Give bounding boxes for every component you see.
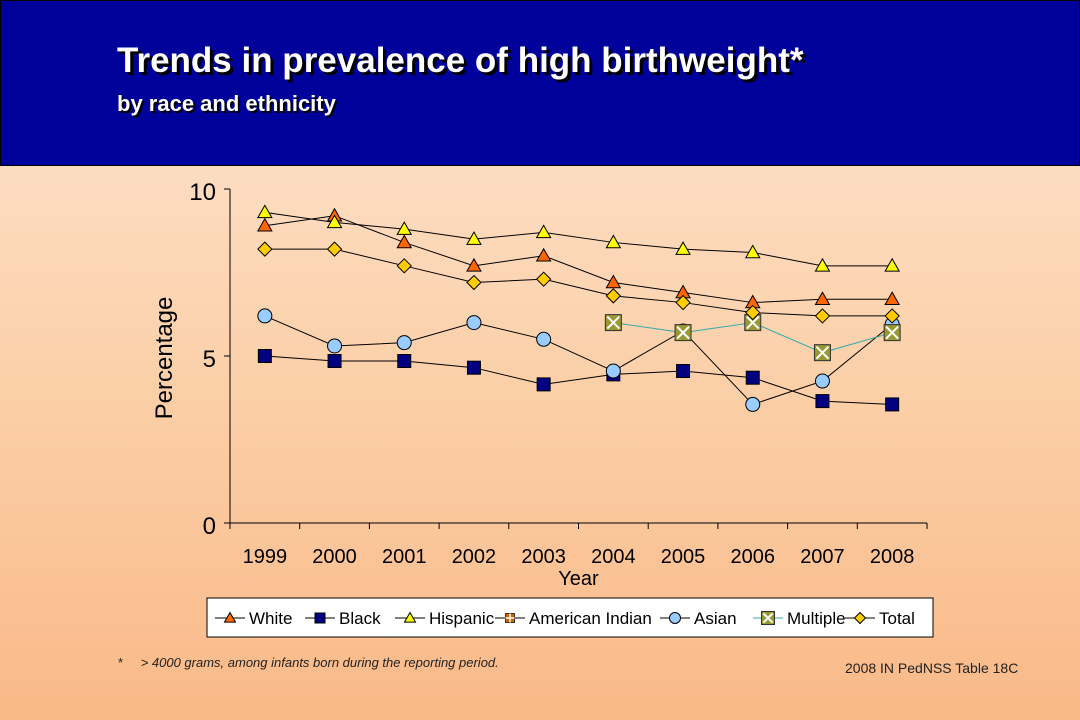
point-asian	[466, 315, 482, 331]
point-total	[326, 241, 343, 257]
point-black	[536, 377, 551, 392]
point-asian	[257, 308, 273, 324]
x-tick-label: 1999	[243, 546, 288, 568]
x-tick-label: 2000	[312, 546, 357, 568]
legend-label-asian: Asian	[694, 609, 737, 628]
point-multiple	[604, 314, 622, 332]
point-total	[396, 258, 412, 274]
x-tick-label: 2004	[591, 546, 636, 568]
page-subtitle: by race and ethnicity	[117, 91, 336, 116]
legend-label-hispanic: Hispanic	[429, 609, 495, 628]
point-hispanic	[884, 257, 901, 272]
series-line-white	[264, 215, 893, 304]
point-hispanic	[605, 234, 622, 249]
x-axis-label: Year	[558, 568, 599, 590]
legend-marker-asian	[669, 612, 681, 624]
point-asian	[396, 335, 412, 351]
legend-label-white: White	[249, 609, 292, 628]
x-tick-label: 2003	[521, 546, 566, 568]
x-tick-label: 2001	[382, 546, 427, 568]
point-hispanic	[535, 224, 552, 239]
point-black	[257, 349, 272, 363]
point-white	[605, 274, 622, 289]
y-tick-label: 10	[189, 179, 216, 206]
footnote-marker: *	[118, 655, 124, 670]
legend-marker-total	[853, 611, 867, 625]
point-hispanic	[326, 214, 343, 229]
point-asian	[327, 338, 343, 354]
point-total	[745, 304, 761, 321]
source-note: 2008 IN PedNSS Table 18C	[845, 660, 1019, 676]
y-axis-label: Percentage	[151, 297, 178, 420]
point-hispanic	[814, 257, 831, 272]
point-total	[605, 288, 622, 304]
point-white	[884, 291, 901, 305]
title-banner: Trends in prevalence of high birthweight…	[0, 0, 1080, 166]
x-tick-label: 2002	[452, 546, 497, 568]
legend-marker-hispanic	[403, 611, 417, 623]
legend-label-black: Black	[339, 609, 381, 628]
series-line-total	[264, 248, 893, 317]
point-white	[814, 291, 831, 305]
point-total	[884, 308, 900, 324]
point-multiple	[883, 324, 901, 342]
point-white	[396, 234, 413, 249]
point-total	[257, 241, 273, 257]
point-black	[885, 397, 900, 412]
legend-label-american-indian: American Indian	[529, 609, 652, 628]
point-white	[535, 247, 552, 262]
footnote-text: > 4000 grams, among infants born during …	[140, 655, 499, 670]
x-tick-label: 2006	[731, 546, 776, 568]
legend-marker-black	[314, 612, 326, 624]
x-tick-label: 2007	[800, 546, 845, 568]
point-hispanic	[744, 244, 761, 259]
point-black	[466, 360, 481, 375]
point-white	[466, 257, 482, 272]
point-total	[814, 308, 831, 324]
legend-marker-multiple	[761, 611, 775, 625]
footnote: * > 4000 grams, among infants born durin…	[118, 655, 499, 670]
legend-marker-white	[223, 611, 237, 623]
series-line-black	[264, 355, 893, 405]
point-asian	[814, 373, 830, 389]
series-line-hispanic	[264, 211, 893, 267]
legend-marker-american-indian	[505, 613, 515, 623]
x-tick-label: 2008	[870, 546, 915, 568]
point-hispanic	[675, 241, 691, 255]
point-hispanic	[466, 231, 482, 245]
point-total	[675, 294, 691, 311]
point-total	[535, 271, 552, 287]
point-black	[327, 354, 342, 369]
page-title: Trends in prevalence of high birthweight…	[117, 41, 804, 80]
point-asian	[605, 363, 621, 379]
point-hispanic	[396, 221, 413, 235]
legend-label-multiple: Multiple	[787, 609, 846, 628]
y-tick-label: 5	[203, 346, 216, 373]
point-white	[256, 217, 273, 232]
point-multiple	[744, 314, 762, 332]
point-multiple	[813, 344, 831, 362]
point-hispanic	[256, 204, 273, 219]
point-black	[745, 370, 760, 385]
y-tick-label: 0	[203, 513, 216, 540]
point-total	[466, 274, 482, 291]
point-asian	[745, 396, 761, 412]
point-asian	[536, 331, 552, 347]
point-black	[676, 364, 691, 379]
point-black	[815, 394, 830, 409]
point-multiple	[674, 324, 692, 342]
legend-label-total: Total	[879, 609, 915, 628]
point-black	[397, 354, 412, 369]
x-tick-label: 2005	[661, 546, 706, 568]
series-line-asian	[264, 315, 893, 406]
